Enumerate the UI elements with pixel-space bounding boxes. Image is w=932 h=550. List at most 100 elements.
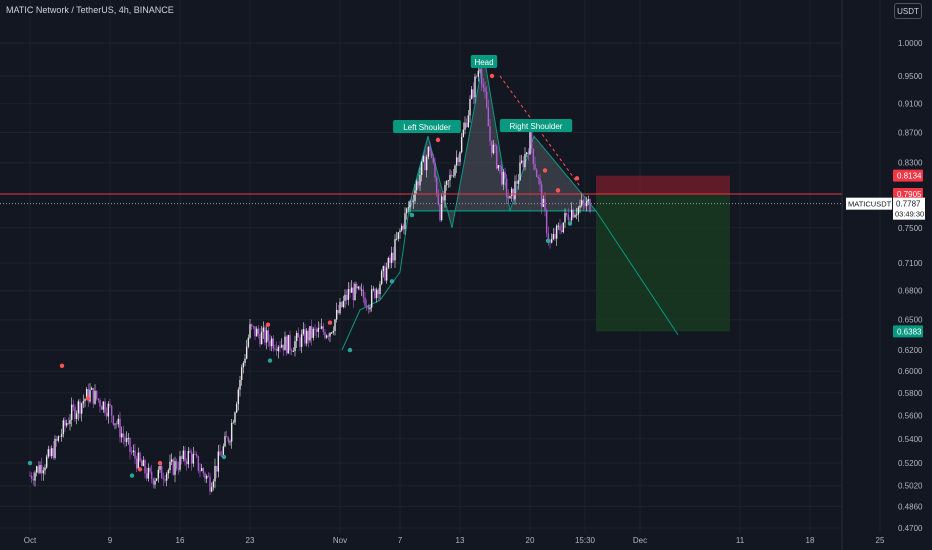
candle-body [64, 420, 66, 426]
candle-body [69, 419, 71, 424]
price-axis[interactable]: 1.0000 0.9500 0.9100 0.8700 0.8300 0.7905 0.75… [841, 0, 923, 550]
candle-body [175, 461, 178, 469]
time-tick-label: 15:30 [575, 536, 596, 545]
candle-body [442, 196, 445, 201]
candle-body [117, 418, 120, 425]
candle-body [257, 328, 260, 334]
candle-body [574, 215, 576, 218]
candle-body [459, 152, 461, 163]
candle-body [145, 473, 148, 479]
candle-body [392, 252, 395, 261]
entry-price-tag-bg [893, 188, 923, 201]
candle-body [507, 196, 510, 199]
pattern-labels: Left Shoulder Head Right Shoulder [393, 55, 573, 133]
candle-body [350, 287, 353, 293]
candle-body [342, 300, 345, 308]
candle-body [220, 455, 223, 457]
candle-body [124, 437, 126, 442]
candle-body [84, 399, 86, 402]
candle-body [584, 203, 586, 207]
candle-body [409, 201, 411, 208]
candle-body [304, 329, 306, 344]
candle-body [270, 338, 273, 347]
candle-body [457, 157, 460, 163]
candle-body [565, 212, 568, 215]
candle-body [149, 467, 151, 472]
candle-body [547, 233, 550, 241]
candle-body [400, 225, 403, 231]
currency-button[interactable]: USDT [894, 3, 922, 19]
buy-signal-dot [389, 279, 395, 284]
candle-body [122, 433, 125, 438]
candle-body [480, 69, 483, 85]
candle-body [127, 437, 130, 439]
candle-body [192, 454, 195, 464]
candle-body [492, 144, 495, 154]
candle-body [484, 87, 486, 92]
head-label-bg [470, 55, 498, 68]
candle-body [390, 252, 393, 263]
candle-body [380, 271, 383, 285]
price-tick-label: 0.8300 [898, 159, 923, 168]
candle-body [295, 332, 298, 342]
candle-body [179, 456, 181, 470]
candle-body [34, 472, 36, 481]
candle-body [424, 156, 426, 171]
candle-body [190, 452, 193, 464]
candle-body [254, 326, 256, 337]
candle-body [285, 336, 288, 354]
chart-title: MATIC Network / TetherUS, 4h, BINANCE [6, 5, 174, 15]
candle-body [119, 418, 121, 438]
candle-body [559, 225, 561, 231]
candle-body [74, 406, 76, 419]
candle-body [110, 405, 113, 416]
candle-body [60, 434, 63, 437]
take-profit-zone [596, 194, 730, 332]
candle-body [292, 351, 295, 352]
candle-body [45, 456, 48, 468]
candle-body [470, 89, 473, 100]
signal-dots [27, 73, 580, 478]
candle-body [227, 437, 230, 442]
candle-body [100, 406, 103, 410]
candle-body [245, 346, 248, 359]
candle-body [197, 456, 200, 471]
candle-body [354, 283, 356, 301]
candle-body [517, 180, 520, 184]
candle-body [587, 199, 590, 202]
candle-body [154, 480, 156, 485]
candle-body [164, 479, 166, 481]
time-tick-label: Oct [24, 536, 37, 545]
buy-signal-dot [267, 358, 273, 363]
candle-body [539, 178, 541, 185]
price-tick-label: 0.6500 [898, 316, 923, 325]
price-tick-label: 0.5600 [898, 411, 923, 420]
candle-body [344, 294, 346, 301]
candle-body [500, 166, 503, 185]
candle-body [309, 326, 311, 341]
right-shoulder-label-bg [499, 119, 573, 132]
candle-body [485, 91, 488, 108]
price-tick-label: 0.5020 [898, 482, 923, 491]
time-tick-label: Nov [333, 536, 347, 545]
candle-body [49, 449, 51, 457]
candle-body [504, 171, 506, 179]
candle-body [232, 422, 235, 424]
time-axis[interactable]: Oct 9 16 23 Nov 7 13 20 15:30 Dec 11 18 25 [24, 536, 885, 545]
candle-body [55, 438, 58, 441]
candle-body [375, 289, 378, 299]
candle-body [114, 423, 116, 425]
price-tick-label: 0.6200 [898, 346, 923, 355]
time-tick-label: 23 [246, 536, 255, 545]
stop-price-tag: 0.8134 [897, 172, 922, 181]
time-tick-label: Dec [633, 536, 647, 545]
candle-body [429, 146, 431, 152]
candle-body [544, 198, 546, 211]
sell-signal-dot [542, 168, 548, 173]
candle-body [422, 156, 425, 162]
candle-body [282, 344, 285, 351]
candle-body [215, 465, 218, 472]
candle-body [425, 156, 428, 171]
candle-body [240, 367, 243, 380]
